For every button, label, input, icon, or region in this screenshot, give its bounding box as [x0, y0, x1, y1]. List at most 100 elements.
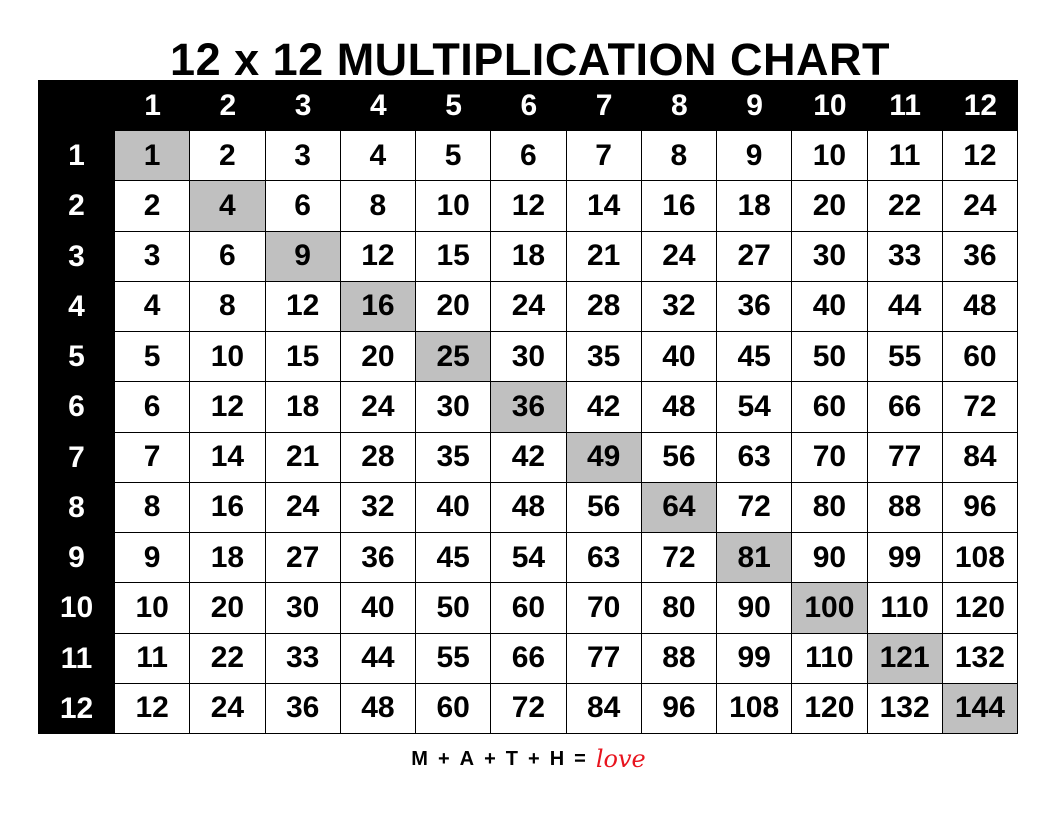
product-cell: 2: [115, 181, 191, 232]
row-header: 4: [68, 289, 85, 323]
square-cell: 25: [416, 332, 492, 383]
product-cell: 10: [115, 583, 191, 634]
product-cell: 48: [340, 683, 416, 734]
product-cell: 48: [942, 281, 1018, 332]
product-cell: 21: [265, 432, 341, 483]
product-cell: 30: [265, 583, 341, 634]
product-cell: 18: [265, 382, 341, 433]
product-cell: 20: [416, 281, 492, 332]
product-cell: 132: [942, 633, 1018, 684]
product-cell: 4: [115, 281, 191, 332]
column-header: 7: [595, 88, 613, 122]
product-cell: 90: [717, 583, 793, 634]
product-cell: 72: [942, 382, 1018, 433]
product-cell: 32: [340, 482, 416, 533]
product-cell: 11: [867, 131, 943, 182]
product-cell: 24: [942, 181, 1018, 232]
product-cell: 16: [190, 482, 266, 533]
product-cell: 6: [265, 181, 341, 232]
square-cell: 49: [566, 432, 642, 483]
row-header: 7: [68, 440, 85, 474]
product-cell: 3: [115, 231, 191, 282]
product-cell: 24: [340, 382, 416, 433]
product-cell: 20: [340, 332, 416, 383]
product-cell: 18: [717, 181, 793, 232]
product-cell: 45: [416, 533, 492, 584]
row-header: 8: [68, 490, 85, 524]
product-cell: 42: [491, 432, 567, 483]
product-cell: 54: [717, 382, 793, 433]
love-script: love: [595, 745, 646, 773]
product-cell: 63: [566, 533, 642, 584]
row-header: 2: [68, 189, 85, 223]
product-cell: 35: [416, 432, 492, 483]
product-cell: 8: [190, 281, 266, 332]
product-cell: 110: [867, 583, 943, 634]
product-cell: 40: [416, 482, 492, 533]
product-cell: 20: [190, 583, 266, 634]
row-header: 12: [59, 691, 94, 725]
footer-part: M: [411, 747, 428, 770]
product-cell: 96: [641, 683, 717, 734]
row-header: 1: [68, 139, 85, 173]
product-cell: 108: [942, 533, 1018, 584]
column-header: 5: [445, 88, 462, 122]
product-cell: 9: [717, 131, 793, 182]
product-cell: 99: [867, 533, 943, 584]
column-header: 12: [963, 88, 998, 122]
product-cell: 11: [115, 633, 191, 684]
product-cell: 12: [491, 181, 567, 232]
product-cell: 88: [867, 482, 943, 533]
product-cell: 90: [792, 533, 868, 584]
product-cell: 30: [491, 332, 567, 383]
column-header: 3: [294, 88, 312, 122]
footer-part: H: [549, 747, 565, 770]
product-cell: 10: [792, 131, 868, 182]
column-header: 11: [889, 88, 921, 122]
product-cell: 24: [641, 231, 717, 282]
product-cell: 66: [491, 633, 567, 684]
product-cell: 44: [867, 281, 943, 332]
square-cell: 81: [717, 533, 793, 584]
product-cell: 28: [340, 432, 416, 483]
product-cell: 5: [416, 131, 492, 182]
product-cell: 63: [717, 432, 793, 483]
product-cell: 18: [491, 231, 567, 282]
product-cell: 40: [340, 583, 416, 634]
column-header: 9: [746, 88, 763, 122]
product-cell: 24: [265, 482, 341, 533]
product-cell: 35: [566, 332, 642, 383]
square-cell: 100: [792, 583, 868, 634]
footer-part: =: [574, 747, 586, 770]
product-cell: 70: [566, 583, 642, 634]
product-cell: 28: [566, 281, 642, 332]
footer-part: +: [437, 747, 450, 770]
product-cell: 72: [717, 482, 793, 533]
product-cell: 48: [641, 382, 717, 433]
product-cell: 21: [566, 231, 642, 282]
product-cell: 42: [566, 382, 642, 433]
product-cell: 22: [190, 633, 266, 684]
product-cell: 33: [265, 633, 341, 684]
product-cell: 24: [190, 683, 266, 734]
product-cell: 12: [190, 382, 266, 433]
footer-part: +: [484, 747, 496, 770]
product-cell: 77: [867, 432, 943, 483]
product-cell: 5: [115, 332, 191, 383]
product-cell: 60: [792, 382, 868, 433]
product-cell: 2: [190, 131, 266, 182]
product-cell: 120: [942, 583, 1018, 634]
square-cell: 144: [942, 683, 1018, 734]
product-cell: 15: [416, 231, 492, 282]
product-cell: 4: [340, 131, 416, 182]
product-cell: 70: [792, 432, 868, 483]
column-header: 6: [520, 88, 538, 122]
product-cell: 12: [115, 683, 191, 734]
product-cell: 84: [566, 683, 642, 734]
product-cell: 8: [115, 482, 191, 533]
product-cell: 7: [115, 432, 191, 483]
product-cell: 77: [566, 633, 642, 684]
product-cell: 15: [265, 332, 341, 383]
row-header: 5: [68, 340, 85, 374]
product-cell: 96: [942, 482, 1018, 533]
